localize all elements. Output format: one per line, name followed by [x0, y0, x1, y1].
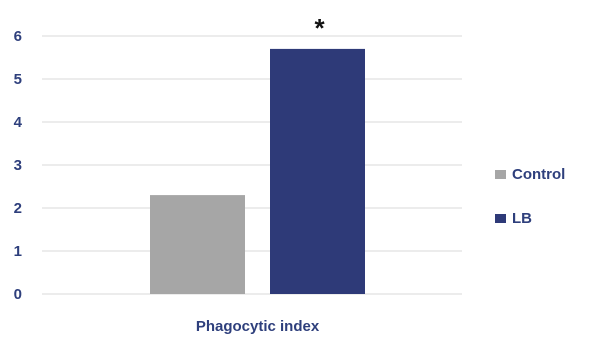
y-tick-label-5: 5: [14, 71, 22, 88]
legend-swatch: [495, 170, 506, 179]
gridlines: [42, 35, 462, 295]
y-tick-label-6: 6: [14, 28, 22, 45]
legend-label: LB: [512, 210, 532, 227]
y-tick-label-0: 0: [14, 286, 22, 303]
y-tick-label-4: 4: [14, 114, 23, 131]
legend: Control LB: [495, 166, 565, 227]
legend-swatch: [495, 214, 506, 223]
bars: [150, 48, 365, 295]
bar-lb: [270, 48, 365, 295]
y-tick-label-1: 1: [14, 243, 22, 260]
x-category-label: Phagocytic index: [196, 318, 320, 335]
legend-item-control: Control: [495, 166, 565, 183]
y-tick-label-3: 3: [14, 157, 22, 174]
annotations: *: [314, 13, 325, 43]
y-tick-label-2: 2: [14, 200, 22, 217]
category-labels: Phagocytic index: [196, 318, 320, 335]
significance-asterisk: *: [314, 13, 325, 43]
legend-label: Control: [512, 166, 565, 183]
legend-item-lb: LB: [495, 210, 532, 227]
y-axis-tick-labels: 0 1 2 3 4 5 6: [14, 28, 23, 303]
bar-control: [150, 195, 245, 294]
